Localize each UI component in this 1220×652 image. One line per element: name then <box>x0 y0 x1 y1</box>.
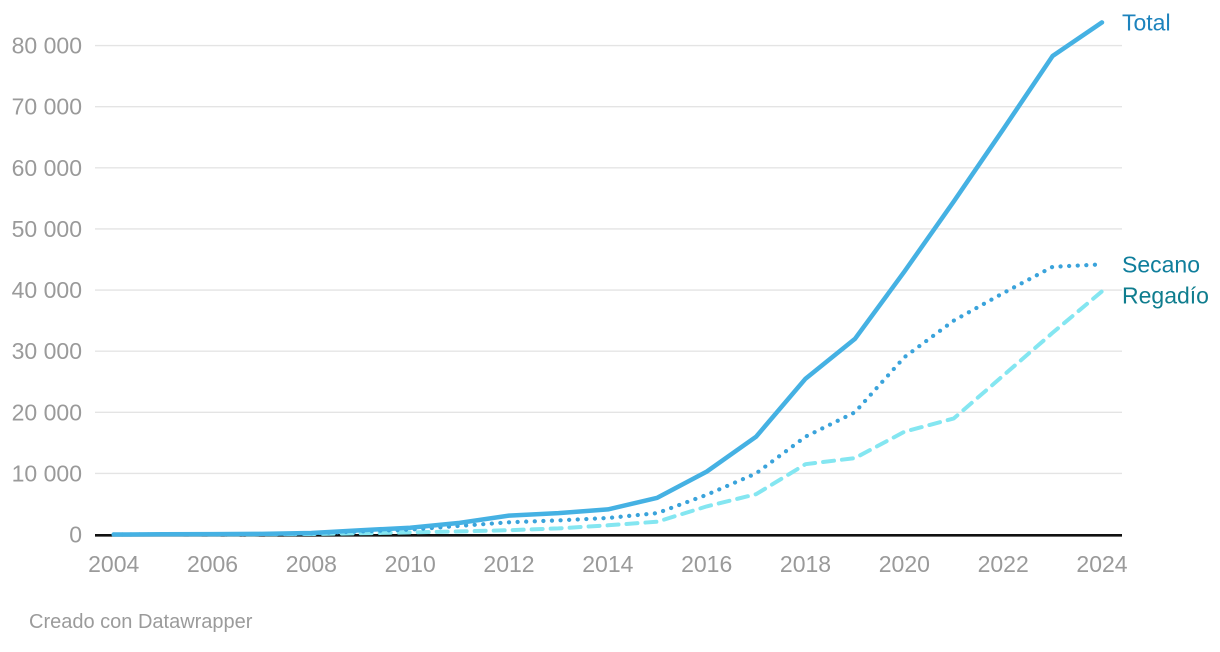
x-tick-label: 2012 <box>483 551 534 577</box>
y-tick-label: 40 000 <box>12 277 82 303</box>
series-label-regadio: Regadío <box>1122 282 1209 308</box>
y-tick-label: 60 000 <box>12 155 82 181</box>
y-tick-label: 10 000 <box>12 460 82 486</box>
y-tick-label: 50 000 <box>12 216 82 242</box>
chart-canvas: 0 10 000 20 000 30 000 40 000 50 000 60 000 70 … <box>12 9 1209 577</box>
attribution-link[interactable]: Creado con Datawrapper <box>29 611 253 633</box>
line-secano <box>111 262 1105 537</box>
y-tick-label: 20 000 <box>12 399 82 425</box>
series-label-secano: Secano <box>1122 251 1200 277</box>
x-tick-label: 2006 <box>187 551 238 577</box>
x-tick-label: 2014 <box>582 551 633 577</box>
x-axis-labels: 2004 2006 2008 2010 2012 2014 2016 2018 2020 2022… <box>88 551 1128 577</box>
x-tick-label: 2022 <box>978 551 1029 577</box>
x-tick-label: 2010 <box>385 551 436 577</box>
x-tick-label: 2008 <box>286 551 337 577</box>
x-tick-label: 2016 <box>681 551 732 577</box>
y-tick-label: 70 000 <box>12 94 82 120</box>
y-tick-label: 80 000 <box>12 33 82 59</box>
x-tick-label: 2004 <box>88 551 139 577</box>
x-tick-label: 2024 <box>1076 551 1127 577</box>
y-tick-label: 30 000 <box>12 338 82 364</box>
x-tick-label: 2020 <box>879 551 930 577</box>
series-label-total: Total <box>1122 9 1171 35</box>
line-total <box>111 20 1105 537</box>
x-tick-label: 2018 <box>780 551 831 577</box>
y-axis-labels: 0 10 000 20 000 30 000 40 000 50 000 60 000 70 … <box>12 33 82 548</box>
attribution: Creado con Datawrapper <box>29 611 252 634</box>
gridlines <box>95 44 1122 475</box>
series-lines <box>111 20 1105 537</box>
y-tick-label: 0 <box>69 522 82 548</box>
